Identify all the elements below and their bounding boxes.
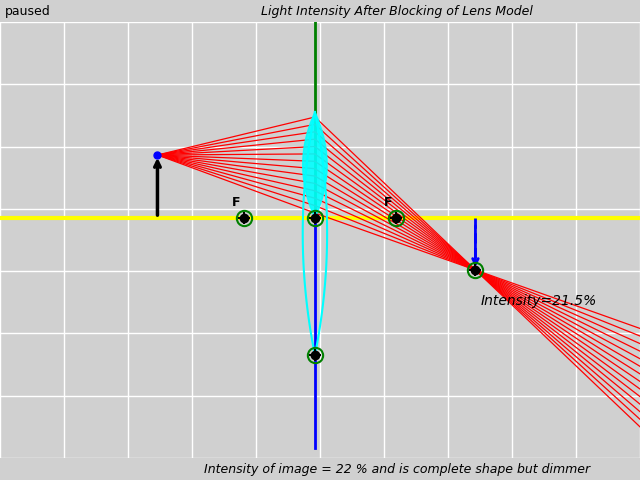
Text: Light Intensity After Blocking of Lens Model: Light Intensity After Blocking of Lens M… <box>261 4 532 17</box>
Text: paused: paused <box>5 4 51 17</box>
Text: F: F <box>384 196 392 209</box>
Text: Intensity of image = 22 % and is complete shape but dimmer: Intensity of image = 22 % and is complet… <box>204 463 590 476</box>
Text: F: F <box>232 196 240 209</box>
Text: Intensity=21.5%: Intensity=21.5% <box>481 294 596 308</box>
Polygon shape <box>303 112 327 218</box>
